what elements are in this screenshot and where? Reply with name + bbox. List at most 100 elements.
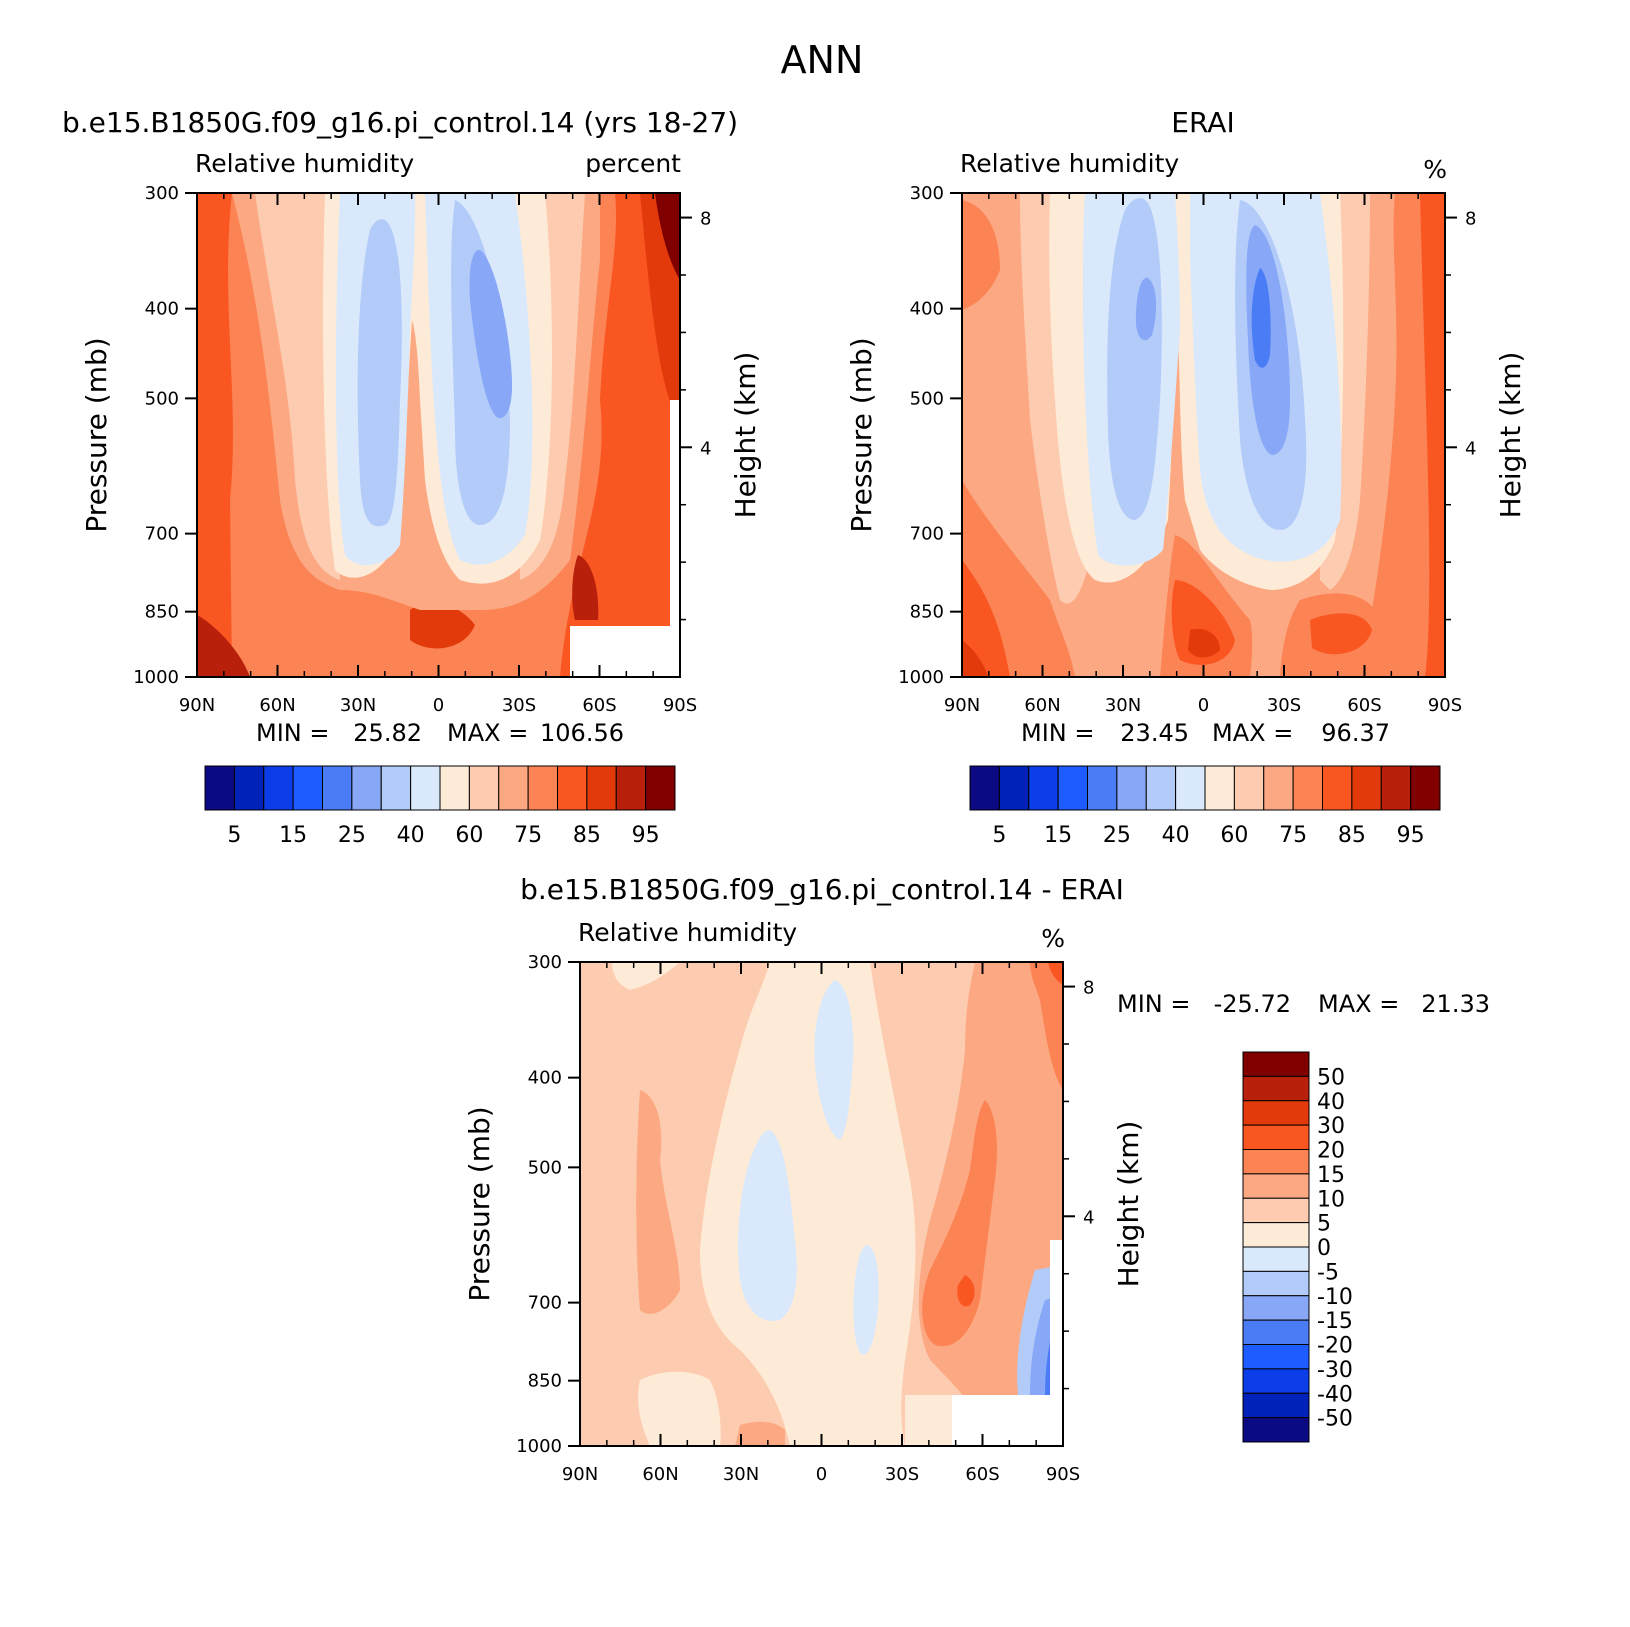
model-max-label: MAX = <box>447 719 528 747</box>
diff-y2label: Height (km) <box>1112 1121 1145 1288</box>
obs-xtick-label: 0 <box>1198 695 1209 716</box>
obs-xtick-label: 30S <box>1267 695 1301 716</box>
obs-colorbar-box <box>1116 765 1147 811</box>
obs-xtick-label: 60S <box>1347 695 1381 716</box>
obs-colorbar-label: 40 <box>1162 823 1190 848</box>
model-colorbar-box <box>557 765 588 811</box>
panel-model-title: b.e15.B1850G.f09_g16.pi_control.14 (yrs … <box>62 106 738 139</box>
diff-min-value: -25.72 <box>1214 990 1291 1018</box>
model-xtick-label: 90S <box>663 695 697 716</box>
diff-fill-near-zero-nh-upper <box>612 962 680 990</box>
model-colorbar-label: 5 <box>227 823 241 848</box>
obs-colorbar-box <box>1233 765 1265 811</box>
obs-colorbar-label: 60 <box>1220 823 1248 848</box>
obs-ytick-label: 400 <box>910 299 944 320</box>
obs-fill-nh-surface-max <box>962 640 988 677</box>
diff-colorbar-box <box>1242 1051 1310 1077</box>
obs-colorbar-box <box>1028 765 1059 811</box>
obs-colorbar-box <box>1410 765 1441 811</box>
model-max-value: 106.56 <box>540 719 624 747</box>
diff-xtick-label: 30N <box>723 1464 759 1485</box>
diff-fill-pos-sh-inner <box>957 1275 975 1307</box>
diff-colorbar-label: -10 <box>1317 1285 1353 1310</box>
model-xtick-label: 30S <box>502 695 536 716</box>
obs-contour-field <box>962 193 1445 677</box>
obs-colorbar-box <box>969 765 1000 811</box>
model-xtick-label: 0 <box>433 695 444 716</box>
diff-colorbar-label: 10 <box>1317 1187 1345 1212</box>
model-ylabel: Pressure (mb) <box>80 337 113 532</box>
diff-ytick-label: 1000 <box>516 1436 562 1457</box>
obs-fill-eq-surface-max <box>1188 628 1220 658</box>
diff-xtick-label: 60N <box>642 1464 678 1485</box>
diff-colorbar-box <box>1242 1392 1310 1419</box>
model-min-value: 25.82 <box>353 719 422 747</box>
diff-fill-pos-eq-surface <box>735 1421 785 1446</box>
obs-colorbar-box <box>1145 765 1177 811</box>
diff-colorbar-box <box>1242 1124 1310 1150</box>
diff-xtick-label: 0 <box>816 1464 827 1485</box>
obs-y2tick-label: 8 <box>1465 209 1476 230</box>
model-colorbar-label: 85 <box>573 823 601 848</box>
diff-ytick-label: 400 <box>528 1068 562 1089</box>
model-ytick-label: 500 <box>145 388 179 409</box>
diff-ytick-label: 500 <box>528 1157 562 1178</box>
obs-colorbar-box <box>1175 765 1206 811</box>
obs-fill-nh-upper <box>962 200 1000 310</box>
diff-fill-neg-mid-n <box>738 1130 797 1321</box>
model-y2tick-label: 4 <box>700 438 711 459</box>
model-missing-region <box>570 626 680 677</box>
panel-diff-units: % <box>1041 924 1065 953</box>
diff-colorbar-box <box>1242 1173 1310 1199</box>
model-ytick-label: 850 <box>145 602 179 623</box>
obs-colorbar-box <box>1263 765 1294 811</box>
diff-ylabel: Pressure (mb) <box>463 1106 496 1301</box>
model-fill-eq-surface <box>410 602 475 649</box>
diff-colorbar-box <box>1242 1246 1310 1272</box>
obs-colorbar-box <box>1292 765 1323 811</box>
diff-xtick-label: 60S <box>965 1464 999 1485</box>
obs-colorbar-box <box>1087 765 1118 811</box>
obs-fill-eq-surface-dark <box>1171 580 1235 665</box>
model-ytick-label: 400 <box>145 299 179 320</box>
diff-ytick-label: 700 <box>528 1293 562 1314</box>
model-fill-core-s-inner <box>469 249 513 419</box>
obs-colorbar-box <box>1351 765 1382 811</box>
diff-colorbar-box <box>1242 1270 1310 1297</box>
obs-colorbar-label: 25 <box>1103 823 1131 848</box>
panel-obs: ERAI Relative humidity % <box>845 106 1527 848</box>
diff-colorbar-label: -15 <box>1317 1309 1353 1334</box>
diff-colorbar-label: 50 <box>1317 1065 1345 1090</box>
model-colorbar-box <box>233 765 265 811</box>
panel-obs-left-title: Relative humidity <box>960 149 1179 178</box>
model-colorbar-box <box>439 765 470 811</box>
model-xtick-label: 60S <box>582 695 616 716</box>
panel-diff-left-title: Relative humidity <box>578 918 797 947</box>
obs-colorbar-label: 95 <box>1397 823 1425 848</box>
model-ytick-label: 700 <box>145 524 179 545</box>
diff-missing-region <box>952 1395 1063 1446</box>
model-colorbar-box <box>410 765 441 811</box>
diff-colorbar-label: -40 <box>1317 1382 1353 1407</box>
model-colorbar-label: 60 <box>455 823 483 848</box>
model-fill-nh-surface-max <box>197 615 250 677</box>
obs-colorbar-label: 75 <box>1279 823 1307 848</box>
obs-xtick-label: 90N <box>944 695 980 716</box>
model-colorbar-box <box>351 765 382 811</box>
model-colorbar-box <box>204 765 235 811</box>
diff-colorbar-label: -50 <box>1317 1407 1353 1432</box>
model-contour-field <box>197 193 680 677</box>
model-colorbar: 5 15 25 40 60 75 85 95 <box>204 765 676 848</box>
model-colorbar-label: 95 <box>632 823 660 848</box>
diff-fill-neg-eq-low <box>853 1245 879 1355</box>
diff-max-value: 21.33 <box>1421 990 1490 1018</box>
panel-model-left-title: Relative humidity <box>195 149 414 178</box>
model-ytick-label: 300 <box>145 183 179 204</box>
diff-fill-pos-mid-n <box>636 1090 680 1314</box>
model-y2tick-label: 8 <box>700 209 711 230</box>
obs-ytick-label: 300 <box>910 183 944 204</box>
diff-colorbar-label: 40 <box>1317 1090 1345 1115</box>
obs-fill-nh-surface-dark <box>962 560 1010 677</box>
model-colorbar-box <box>527 765 558 811</box>
